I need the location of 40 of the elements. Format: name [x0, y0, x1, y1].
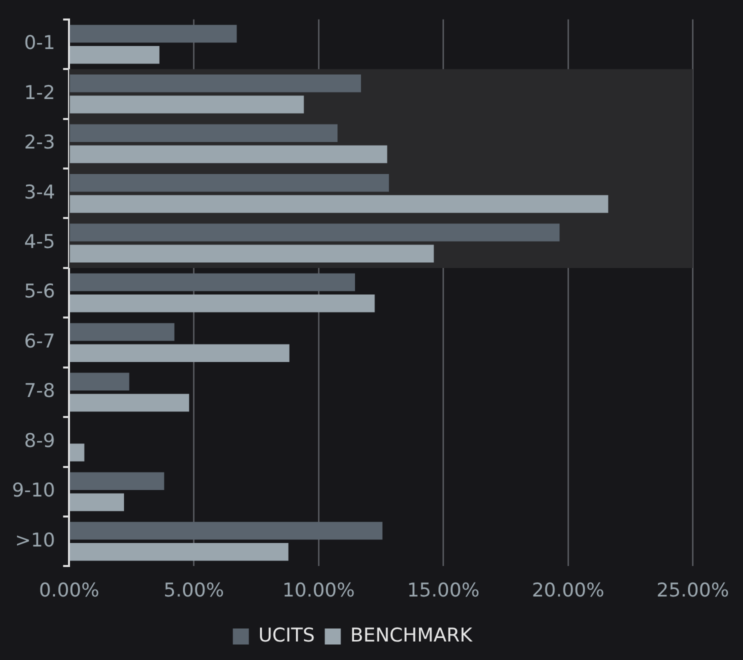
x-tick-label: 5.00%: [164, 580, 224, 602]
bar: [70, 74, 361, 92]
bar: [70, 195, 608, 213]
bar: [70, 323, 174, 341]
bar: [70, 224, 560, 242]
bar: [70, 46, 160, 64]
y-tick-label: >10: [15, 529, 56, 552]
bar: [70, 543, 288, 561]
bar: [70, 24, 237, 43]
bar: [70, 244, 434, 263]
y-tick-label: 3-4: [24, 181, 56, 204]
y-tick-label: 9-10: [12, 480, 56, 502]
bar: [70, 96, 304, 114]
bar: [70, 344, 290, 362]
bar: [70, 145, 388, 164]
bar: [70, 372, 130, 391]
bar: [70, 522, 382, 540]
bar: [70, 493, 124, 512]
bar: [70, 174, 389, 192]
bar: [70, 444, 84, 462]
legend-label: BENCHMARK: [350, 624, 473, 646]
y-tick-label: 5-6: [24, 280, 56, 303]
bar: [70, 124, 338, 142]
x-tick-label: 20.00%: [532, 580, 604, 602]
y-tick-label: 8-9: [24, 430, 56, 452]
y-tick-label: 2-3: [24, 132, 56, 154]
y-tick-label: 1-2: [24, 82, 56, 104]
bar: [70, 294, 375, 312]
bar: [70, 472, 164, 490]
x-tick-label: 0.00%: [38, 580, 100, 602]
y-tick-label: 6-7: [24, 330, 56, 352]
bar: [70, 273, 356, 292]
legend-label: UCITS: [258, 624, 315, 646]
x-tick-label: 10.00%: [282, 580, 355, 602]
x-tick-label: 25.00%: [656, 580, 730, 602]
x-tick-label: 15.00%: [407, 580, 480, 602]
bar: [70, 394, 190, 412]
y-tick-label: 4-5: [24, 231, 56, 254]
y-tick-label: 0-1: [24, 32, 56, 54]
y-tick-label: 7-8: [24, 380, 56, 402]
